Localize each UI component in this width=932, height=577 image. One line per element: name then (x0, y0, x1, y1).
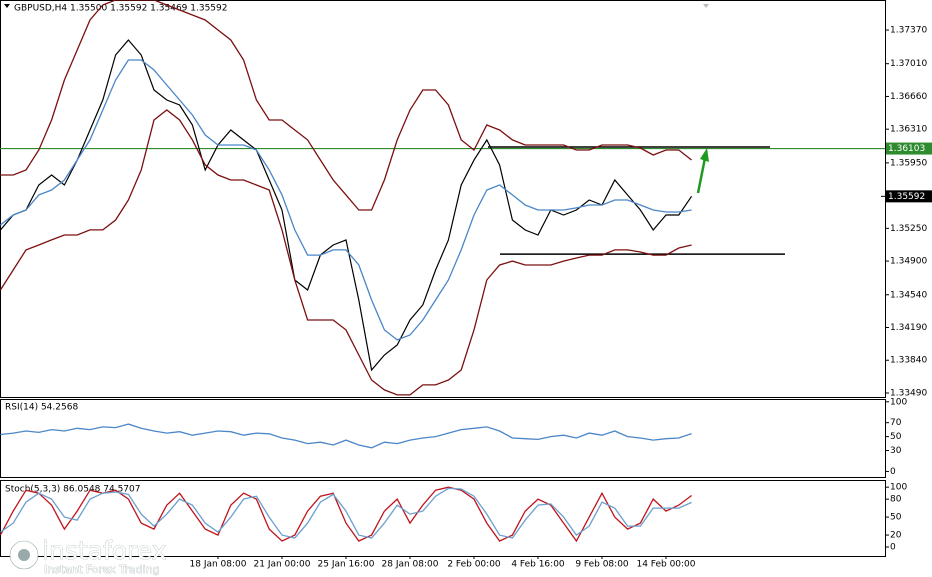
watermark-brand: instaforex (42, 536, 167, 565)
y-tick-label: 0 (890, 543, 896, 553)
y-tick-label: 1.36660 (890, 92, 927, 102)
indicator-line (0, 0, 693, 211)
plot-area (0, 486, 692, 543)
y-tick-label: 1.37370 (890, 26, 927, 36)
y-tick-label: 80 (890, 495, 902, 505)
x-tick-label: 14 Feb 00:00 (636, 560, 695, 570)
x-tick-label: 2 Feb 00:00 (447, 560, 501, 570)
x-tick-label: 18 Jan 08:00 (190, 560, 247, 570)
x-tick-label: 4 Feb 16:00 (511, 560, 565, 570)
plot-area (0, 0, 885, 396)
x-tick-label: 9 Feb 08:00 (575, 560, 629, 570)
y-tick-label: 1.33840 (890, 356, 927, 366)
watermark: instaforex Instant Forex Trading (9, 536, 167, 576)
arrow-shaft (696, 157, 707, 194)
x-tick-label: 25 Jan 16:00 (318, 560, 375, 570)
y-tick-label: 1.33490 (890, 388, 927, 398)
x-tick-label: 21 Jan 00:00 (254, 560, 311, 570)
y-tick-label: 1.34900 (890, 257, 927, 267)
arrow-head (700, 148, 709, 162)
y-tick-label: 1.34540 (890, 290, 927, 300)
indicator-line (0, 423, 692, 449)
y-tick-label: 1.36310 (890, 125, 927, 135)
level-label: 1.36103 (888, 144, 925, 154)
rsi-panel (0, 399, 886, 478)
y-tick-label: 50 (890, 432, 902, 442)
y-tick-label: 20 (890, 531, 902, 541)
last-price-box (886, 190, 932, 203)
main-panel (0, 0, 886, 398)
plot-area (0, 423, 692, 449)
scroll-marker (703, 4, 709, 8)
y-tick-label: 1.34190 (890, 323, 927, 333)
y-tick-label: 50 (890, 513, 902, 523)
y-tick-label: 70 (890, 418, 902, 428)
menu-arrow (4, 4, 10, 8)
rsi-title: RSI(14) 54.2568 (5, 403, 78, 413)
indicator-line (0, 486, 692, 543)
y-tick-label: 1.35950 (890, 158, 927, 168)
watermark-tagline: Instant Forex Trading (44, 563, 160, 576)
price-line (0, 39, 693, 372)
stoch-title: Stoch(5,3,3) 86.0548 74.5707 (5, 485, 140, 495)
y-tick-label: 30 (890, 446, 902, 456)
level-label-box (886, 142, 932, 155)
y-tick-label: 1.35250 (890, 224, 927, 234)
indicator-line (0, 59, 692, 341)
y-tick-label: 100 (890, 397, 907, 407)
x-tick-label: 28 Jan 08:00 (382, 560, 439, 570)
symbol-title: GBPUSD,H4 1.35500 1.35592 1.35469 1.3559… (14, 4, 227, 14)
y-tick-label: 0 (890, 467, 896, 477)
y-tick-label: 100 (890, 483, 907, 493)
watermark-icon-core (18, 549, 30, 561)
stoch-panel (0, 480, 886, 557)
indicator-line (0, 487, 692, 539)
indicator-line (0, 109, 692, 396)
y-tick-label: 1.37010 (890, 59, 927, 69)
last-price-label: 1.35592 (888, 192, 925, 202)
